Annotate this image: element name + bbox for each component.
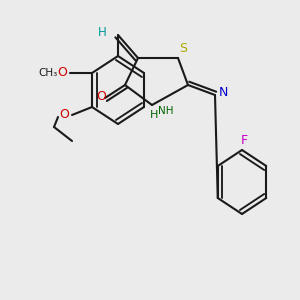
Text: NH: NH bbox=[158, 106, 174, 116]
Text: CH₃: CH₃ bbox=[38, 68, 58, 78]
Text: O: O bbox=[96, 89, 106, 103]
Text: F: F bbox=[240, 134, 247, 146]
Text: O: O bbox=[57, 67, 67, 80]
Text: H: H bbox=[150, 110, 158, 120]
Text: N: N bbox=[218, 86, 228, 100]
Text: O: O bbox=[59, 109, 69, 122]
Text: S: S bbox=[179, 41, 187, 55]
Text: H: H bbox=[98, 26, 106, 40]
